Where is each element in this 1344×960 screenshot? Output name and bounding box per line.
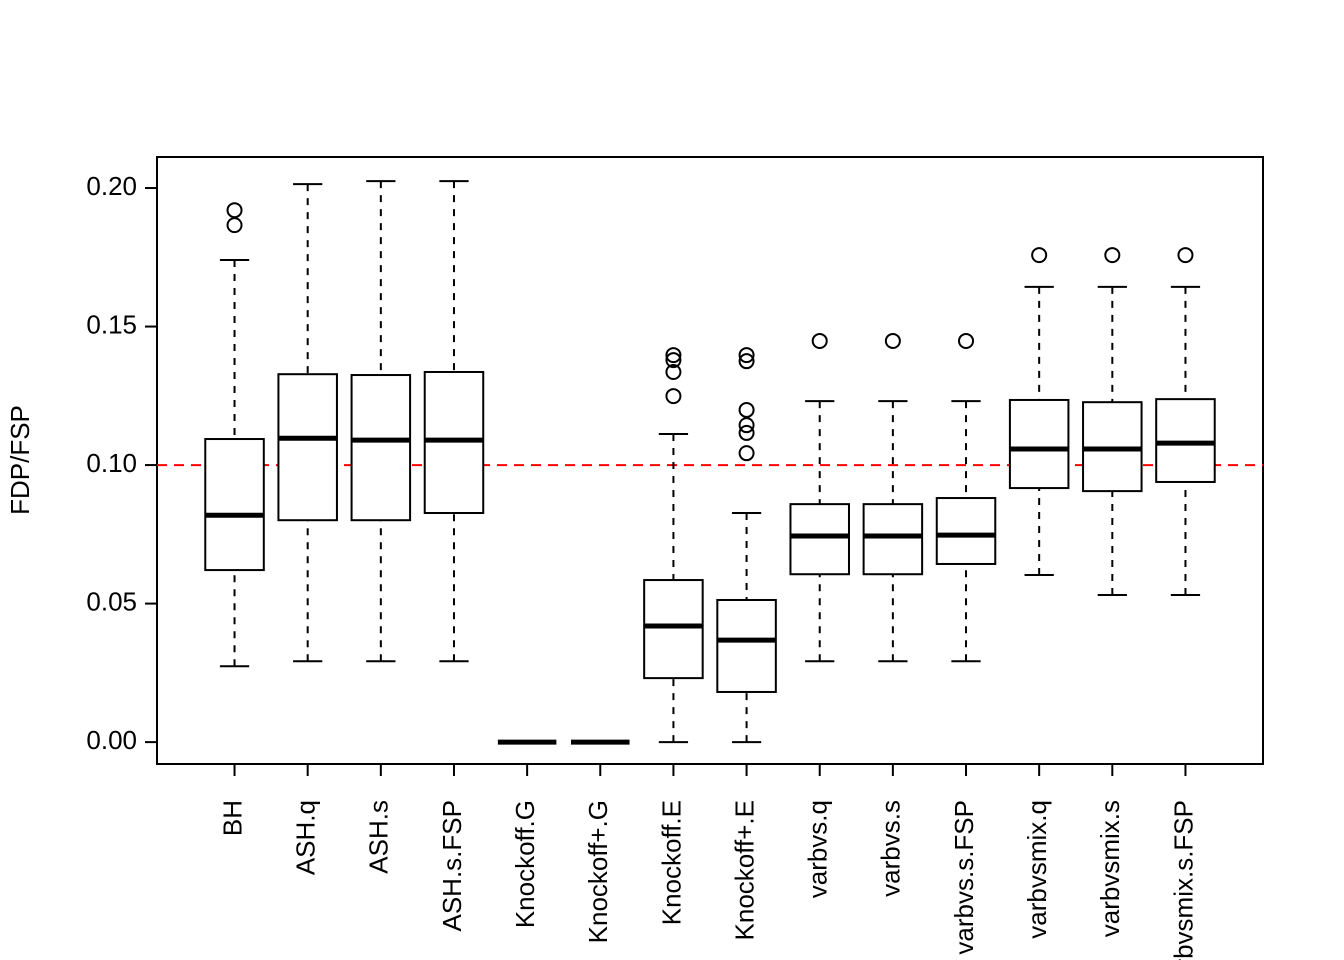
outlier xyxy=(738,347,755,364)
outlier xyxy=(738,353,755,370)
outlier xyxy=(226,202,243,219)
outlier xyxy=(738,401,755,418)
x-tick-label: varbvs.s xyxy=(876,800,906,897)
outlier xyxy=(811,332,828,349)
outlier xyxy=(738,417,755,434)
box xyxy=(643,579,704,680)
x-tick-label: ASH.s.FSP xyxy=(437,800,467,931)
x-tick-label: Knockoff.E xyxy=(656,800,686,925)
box xyxy=(350,374,412,522)
x-tick-label: Knockoff+.G xyxy=(583,800,613,943)
outlier xyxy=(1104,247,1121,264)
box xyxy=(935,497,997,565)
x-tick-label: Knockoff.G xyxy=(510,800,540,928)
x-tick-label: varbvsmix.s.FSP xyxy=(1168,800,1198,960)
y-tick-label: 0.10 xyxy=(86,448,137,478)
x-tick-label: varbvsmix.q xyxy=(1022,800,1052,939)
x-tick-label: BH xyxy=(217,800,247,836)
outlier xyxy=(958,332,975,349)
outlier xyxy=(1031,247,1048,264)
box xyxy=(204,438,265,572)
x-tick-label: varbvsmix.s xyxy=(1095,800,1125,937)
outlier xyxy=(884,332,901,349)
outlier xyxy=(226,217,243,234)
outlier xyxy=(738,424,755,441)
box xyxy=(862,503,924,576)
box xyxy=(789,503,850,576)
outlier xyxy=(738,445,755,462)
box xyxy=(277,373,338,522)
box xyxy=(716,598,777,693)
box xyxy=(1008,398,1070,490)
x-tick-label: Knockoff+.E xyxy=(729,800,759,940)
outlier xyxy=(665,363,682,380)
outlier xyxy=(1177,247,1194,264)
y-axis-label: FDP/FSP xyxy=(5,405,35,515)
x-tick-label: varbvs.s.FSP xyxy=(949,800,979,955)
outlier xyxy=(665,352,682,369)
x-tick-label: ASH.s xyxy=(364,800,394,874)
y-tick-label: 0.05 xyxy=(86,586,137,616)
box xyxy=(1155,398,1216,483)
y-tick-label: 0.00 xyxy=(86,725,137,755)
outlier xyxy=(665,388,682,405)
y-tick-label: 0.15 xyxy=(86,309,137,339)
x-tick-label: varbvs.q xyxy=(803,800,833,898)
y-tick-label: 0.20 xyxy=(86,171,137,201)
outlier xyxy=(665,347,682,364)
x-tick-label: ASH.q xyxy=(291,800,321,875)
